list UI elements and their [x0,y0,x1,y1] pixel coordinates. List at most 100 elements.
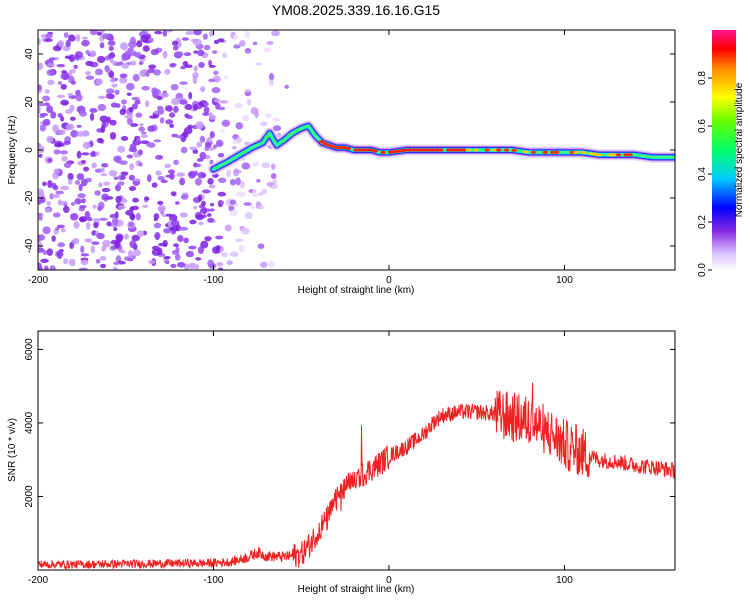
spectrogram-cell [136,40,143,48]
spectrogram-cell [167,169,176,174]
spectrogram-cell [244,48,252,54]
spectrogram-cell [106,221,112,227]
spectrogram-cell [188,146,198,150]
spectrogram-cell [232,168,240,177]
spectrogram-cell [99,263,107,269]
spectrogram-cell [57,143,65,147]
spectrogram-cell [194,163,202,168]
spectrogram-cell [155,170,162,176]
spectrogram-cell [38,262,42,270]
colorbar-tick-label: 0.2 [697,215,708,229]
spectrogram-cell [76,150,82,159]
spectrogram-cell [236,191,246,197]
spectrogram-cell [142,45,150,52]
spectrogram-cell [80,253,90,257]
snr-ytick-label: 6000 [24,338,35,361]
spectrogram-cell [190,38,199,42]
spectrogram-cell [188,91,193,100]
spectrogram-cell [94,68,103,76]
spectrogram-cell [133,249,141,257]
spectrogram-cell [175,201,180,205]
spectrogram-cell [45,33,53,39]
spectrogram-cell [73,64,78,69]
spectrogram-cell [139,69,148,77]
spectrogram-cell [46,201,51,206]
spectrogram-xtick-label: -100 [203,275,223,286]
spectrogram-cell [101,187,111,193]
spectrogram-cell [109,119,117,126]
spectrogram-cell [109,245,117,251]
spectrogram-cell [192,75,198,84]
spectrogram-cell [56,63,66,68]
spectrogram-cell [183,237,190,244]
spectrogram-cell [47,180,53,188]
spectrogram-cell [38,102,46,107]
spectrogram-cell [89,113,95,121]
spectrogram-cell [244,211,253,220]
spectrogram-hotspot [523,150,529,154]
spectrogram-cell [135,212,141,221]
spectrogram-cell [185,115,193,120]
spectrogram-cell [80,178,88,187]
spectrogram-cell [99,217,108,221]
spectrogram-cell [164,68,171,75]
spectrogram-cell [67,172,74,181]
spectrogram-cell [69,116,76,121]
spectrogram-cell [129,240,137,249]
spectrogram-cell [258,205,264,210]
spectrogram-cell [120,136,129,141]
spectrogram-cell [198,221,204,226]
spectrogram-cell [85,71,92,76]
spectrogram-hotspot [353,148,359,152]
spectrogram-cell [239,40,246,47]
spectrogram-cell [118,249,126,254]
spectrogram-cell [81,198,86,204]
spectrogram-cell [165,119,174,125]
spectrogram-cell [38,234,42,242]
spectrogram-cell [235,136,242,144]
spectrogram-cell [125,82,135,91]
spectrogram-cell [109,132,117,140]
spectrogram-hotspot [503,148,510,152]
spectrogram-cell [112,266,118,270]
spectrogram-cell [82,141,91,150]
spectrogram-ytick-label: -20 [24,190,35,205]
spectrogram-cell [193,65,198,72]
spectrogram-cell [226,260,233,266]
spectrogram-cell [105,34,111,39]
spectrogram-cell [259,261,268,268]
spectrogram-cell [128,186,137,191]
spectrogram-cell [215,245,221,251]
spectrogram-hotspot [438,148,444,152]
spectrogram-cell [107,53,114,60]
spectrogram-cell [154,30,163,35]
spectrogram-cell [51,235,56,242]
spectrogram-cell [119,108,127,116]
spectrogram-cell [110,102,118,108]
spectrogram-cell [193,30,202,36]
spectrogram-cell [128,106,134,113]
spectrogram-cell [51,194,61,199]
colorbar-tick-label: 0.8 [697,71,708,85]
spectrogram-cell [69,104,75,112]
spectrogram-xtick-label: 100 [556,275,573,286]
spectrogram-cell [138,61,144,65]
spectrogram-cell [120,198,128,204]
spectrogram-cell [271,30,280,37]
spectrogram-cell [158,242,167,247]
spectrogram-cell [177,234,184,242]
spectrogram-cell [77,130,85,137]
spectrogram-cell [169,123,175,128]
spectrogram-cell [260,121,268,127]
spectrogram-hotspot [530,150,537,154]
spectrogram-cell [67,34,76,42]
spectrogram-cell [197,246,205,255]
spectrogram-cell [82,36,88,40]
spectrogram-cell [265,113,272,118]
spectrogram-cell [38,62,44,70]
spectrogram-cell [75,34,81,42]
spectrogram-cell [38,213,44,217]
spectrogram-cell [57,39,65,48]
spectrogram-cell [111,83,118,88]
spectrogram-cell [165,30,173,33]
